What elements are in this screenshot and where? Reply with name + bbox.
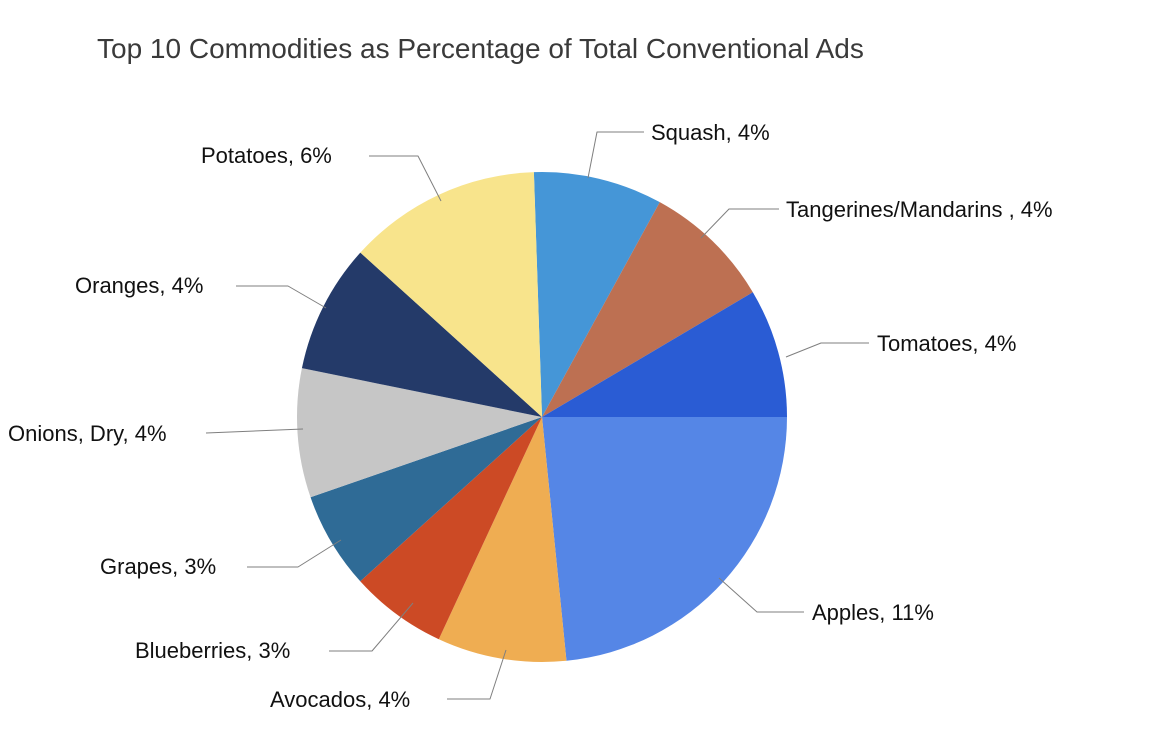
slice-label-tomatoes: Tomatoes, 4% <box>877 331 1016 356</box>
leader-line-apples <box>718 577 804 613</box>
pie-slice-blueberries <box>360 417 542 640</box>
leader-line-blueberries <box>329 602 414 652</box>
leader-line-potatoes <box>369 155 442 202</box>
pie-slice-onions-dry <box>297 368 542 498</box>
slice-label-blueberries: Blueberries, 3% <box>135 638 290 663</box>
pie-slice-tomatoes <box>542 292 787 418</box>
slice-label-potatoes: Potatoes, 6% <box>201 143 332 168</box>
slice-label-apples: Apples, 11% <box>812 600 934 625</box>
slice-label-oranges: Oranges, 4% <box>75 273 203 298</box>
slice-label-avocados: Avocados, 4% <box>270 687 410 712</box>
pie-slice-avocados <box>438 417 567 663</box>
pie-slice-tangerines <box>542 202 753 417</box>
leader-line-onions-dry <box>205 428 304 434</box>
slice-label-tangerines: Tangerines/Mandarins , 4% <box>786 197 1053 222</box>
leader-line-squash <box>587 131 644 179</box>
pie-slice-grapes <box>310 417 542 582</box>
leader-line-grapes <box>247 539 342 568</box>
pie-slice-oranges <box>301 252 542 417</box>
pie-slice-potatoes <box>360 172 542 417</box>
pie-slice-squash <box>533 171 660 417</box>
slice-labels: Squash, 4% Tangerines/Mandarins , 4% Tomat… <box>8 120 1053 712</box>
leader-line-tomatoes <box>785 342 869 358</box>
leader-line-tangerines <box>700 208 779 239</box>
slice-label-squash: Squash, 4% <box>651 120 770 145</box>
pie-slice-apples <box>542 417 787 661</box>
slice-label-onions-dry: Onions, Dry, 4% <box>8 421 167 446</box>
pie-slices <box>297 171 787 663</box>
leader-line-oranges <box>236 285 327 309</box>
chart-title: Top 10 Commodities as Percentage of Tota… <box>97 33 864 64</box>
leader-lines <box>205 131 869 700</box>
slice-label-grapes: Grapes, 3% <box>100 554 216 579</box>
leader-line-avocados <box>447 649 507 700</box>
